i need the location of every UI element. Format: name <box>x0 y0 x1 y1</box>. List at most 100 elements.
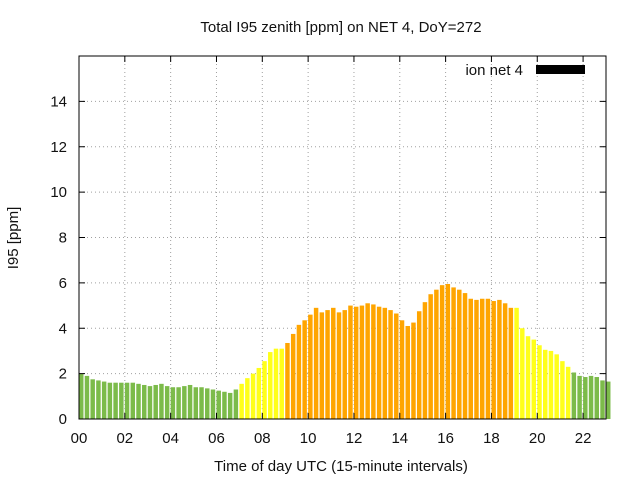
bar <box>348 305 353 419</box>
bar <box>353 306 359 419</box>
bar <box>422 302 428 419</box>
bar <box>199 387 204 419</box>
bar <box>439 285 445 419</box>
bar <box>279 348 284 419</box>
bar <box>222 391 227 419</box>
bar <box>90 379 95 419</box>
bar <box>508 307 514 419</box>
bar <box>227 392 233 419</box>
bar <box>119 382 124 419</box>
bar <box>405 325 410 419</box>
bar <box>382 307 388 419</box>
bar <box>565 366 571 419</box>
bar <box>130 382 136 419</box>
x-tick-label: 04 <box>162 430 179 447</box>
bar <box>371 304 376 419</box>
bar <box>296 324 302 419</box>
y-tick-label: 0 <box>59 411 67 428</box>
bar <box>245 378 250 419</box>
bar <box>147 386 153 419</box>
bar <box>491 301 496 419</box>
bar <box>531 339 537 419</box>
x-tick-label: 14 <box>391 430 408 447</box>
bar <box>359 305 365 419</box>
bar <box>411 322 416 419</box>
bar <box>256 367 262 419</box>
bar <box>79 373 84 419</box>
bar <box>142 384 147 419</box>
y-tick-label: 4 <box>59 320 67 337</box>
bar <box>560 361 565 419</box>
bar <box>193 387 199 419</box>
bar <box>514 307 519 419</box>
bar <box>537 345 542 419</box>
x-tick-label: 02 <box>116 430 133 447</box>
bar <box>153 384 158 419</box>
y-tick-label: 6 <box>59 275 67 292</box>
y-tick-labels: 0 2 4 6 8 10 12 14 <box>50 93 67 428</box>
bar <box>520 328 525 419</box>
bar <box>416 311 422 419</box>
bar <box>365 303 370 419</box>
bar <box>164 386 170 419</box>
bar <box>468 298 473 419</box>
bar <box>187 384 193 419</box>
bar <box>273 348 279 419</box>
legend-swatch <box>536 65 585 74</box>
bar <box>577 375 582 419</box>
bar <box>250 373 256 419</box>
bar <box>233 389 239 419</box>
bar <box>571 372 577 419</box>
tick-marks <box>78 56 606 420</box>
chart-title: Total I95 zenith [ppm] on NET 4, DoY=272 <box>200 19 481 36</box>
bar <box>445 284 451 419</box>
bar <box>342 310 347 419</box>
bar <box>113 382 118 419</box>
bar <box>376 306 382 419</box>
y-tick-label: 14 <box>50 93 67 110</box>
bar <box>583 377 588 419</box>
y-tick-label: 10 <box>50 184 67 201</box>
y-tick-label: 8 <box>59 230 67 247</box>
x-tick-label: 16 <box>437 430 454 447</box>
bar <box>331 307 336 419</box>
y-tick-label: 2 <box>59 366 67 383</box>
bar <box>451 287 456 419</box>
bar <box>497 299 502 419</box>
x-tick-label: 18 <box>483 430 500 447</box>
x-tick-label: 22 <box>575 430 592 447</box>
bar <box>462 293 468 419</box>
bar <box>479 298 485 419</box>
bar <box>588 375 594 419</box>
bar <box>308 314 313 419</box>
bar <box>606 381 611 419</box>
bar <box>262 361 267 419</box>
x-tick-label: 12 <box>346 430 363 447</box>
legend-label: ion net 4 <box>465 62 523 79</box>
legend: ion net 4 <box>465 62 585 79</box>
bar <box>176 387 181 419</box>
bar <box>239 383 244 419</box>
bar <box>319 312 325 419</box>
bar <box>84 375 90 419</box>
bar <box>159 383 164 419</box>
bar <box>124 382 130 419</box>
bar <box>594 377 600 419</box>
x-axis-label: Time of day UTC (15-minute intervals) <box>214 458 468 475</box>
bar <box>107 382 113 419</box>
bar <box>285 342 290 419</box>
bar <box>268 352 273 419</box>
bar <box>182 386 187 419</box>
bar <box>485 298 491 419</box>
grid-lines <box>79 56 606 419</box>
bar <box>434 289 439 419</box>
bar <box>502 303 508 419</box>
x-tick-label: 10 <box>300 430 317 447</box>
x-tick-label: 00 <box>71 430 88 447</box>
bar <box>325 310 330 419</box>
bar <box>96 380 101 419</box>
y-axis-label: I95 [ppm] <box>5 207 22 270</box>
bar <box>205 388 210 419</box>
x-tick-label: 20 <box>529 430 546 447</box>
